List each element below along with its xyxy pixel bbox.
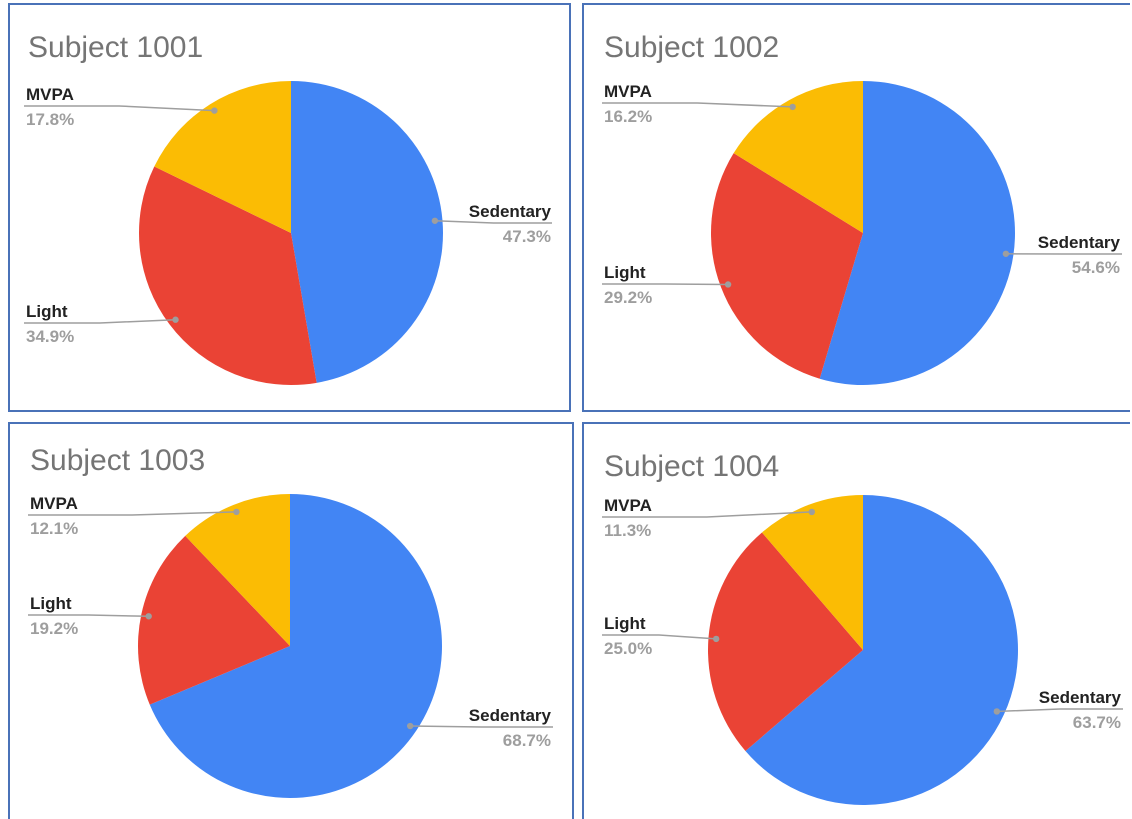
slice-label-name: Sedentary — [1038, 233, 1121, 252]
slice-label-name: Light — [604, 614, 646, 633]
leader-dot — [431, 217, 439, 224]
leader-line — [28, 614, 149, 618]
slice-label-name: MVPA — [604, 82, 652, 101]
leader-line — [24, 105, 215, 112]
slice-label-value: 47.3% — [503, 227, 551, 246]
slice-label-name: Sedentary — [469, 706, 552, 725]
slice-label-name: MVPA — [26, 85, 74, 104]
pie-slice-sedentary — [745, 495, 1018, 805]
pie-slice-light — [711, 153, 863, 379]
pie-slice-sedentary — [291, 81, 444, 383]
slice-label-value: 63.7% — [1073, 713, 1121, 732]
pie-slice-mvpa — [154, 81, 291, 233]
pie-chart: Subject 1002 Sedentary 54.6% Light 29.2% MVP… — [602, 31, 1122, 385]
chart-title: Subject 1004 — [604, 450, 779, 483]
leader-dot — [1002, 250, 1010, 257]
pie-slice-light — [137, 535, 290, 705]
pie-slice-mvpa — [733, 81, 863, 233]
slice-label-value: 54.6% — [1072, 258, 1120, 277]
leader-dot — [406, 722, 414, 730]
pie-labels: Sedentary 47.3% Light 34.9% MVPA 17.8% — [24, 85, 552, 346]
chart-panel-subject-1001: Subject 1001 Sedentary 47.3% Light 34.9% MVP… — [8, 3, 571, 412]
pie-slices — [137, 494, 443, 798]
slice-label-value: 29.2% — [604, 288, 652, 307]
pie-slice-sedentary — [819, 81, 1015, 385]
pie-slice-light — [139, 166, 317, 385]
chart-panel-subject-1003: Subject 1003 Sedentary 68.7% Light 19.2% MVP… — [8, 422, 574, 819]
slice-label-name: MVPA — [604, 496, 652, 515]
slice-label-name: MVPA — [30, 494, 78, 513]
leader-line — [434, 220, 552, 224]
leader-line — [602, 102, 793, 108]
slice-label-value: 25.0% — [604, 639, 652, 658]
slice-label-value: 19.2% — [30, 619, 78, 638]
slice-label-name: Light — [26, 302, 68, 321]
leader-line — [410, 725, 553, 728]
pie-slice-light — [708, 532, 863, 752]
leader-line — [602, 634, 717, 640]
pie-slice-sedentary — [149, 494, 443, 798]
leader-line — [28, 511, 237, 516]
leader-dot — [712, 635, 720, 643]
pie-chart: Subject 1003 Sedentary 68.7% Light 19.2% MVP… — [28, 444, 553, 798]
slice-label-value: 34.9% — [26, 327, 74, 346]
pie-chart: Subject 1001 Sedentary 47.3% Light 34.9% MVP… — [24, 31, 552, 385]
pie-labels: Sedentary 54.6% Light 29.2% MVPA 16.2% — [602, 82, 1122, 307]
leader-dot — [233, 508, 240, 516]
chart-title: Subject 1003 — [30, 444, 205, 477]
slice-label-name: Sedentary — [1039, 688, 1122, 707]
pie-labels: Sedentary 63.7% Light 25.0% MVPA 11.3% — [602, 496, 1123, 732]
chart-panel-subject-1004: Subject 1004 Sedentary 63.7% Light 25.0% MVP… — [582, 422, 1130, 819]
leader-line — [996, 708, 1123, 713]
slice-label-value: 68.7% — [503, 731, 551, 750]
pie-chart: Subject 1004 Sedentary 63.7% Light 25.0% MVP… — [602, 450, 1123, 805]
slice-label-name: Sedentary — [469, 202, 552, 221]
chart-title: Subject 1002 — [604, 31, 779, 64]
pie-slice-mvpa — [185, 494, 290, 646]
slice-label-value: 12.1% — [30, 519, 78, 538]
leader-line — [24, 318, 176, 324]
pie-slices — [711, 81, 1015, 385]
chart-panel-subject-1002: Subject 1002 Sedentary 54.6% Light 29.2% MVP… — [582, 3, 1130, 412]
pie-slices — [139, 81, 444, 385]
slice-label-name: Light — [604, 263, 646, 282]
slice-label-value: 11.3% — [604, 521, 651, 540]
chart-title: Subject 1001 — [28, 31, 203, 64]
leader-line — [602, 511, 812, 518]
leader-dot — [789, 103, 796, 111]
pie-slice-mvpa — [761, 495, 863, 650]
slice-label-name: Light — [30, 594, 72, 613]
leader-dot — [724, 281, 732, 288]
slice-label-value: 17.8% — [26, 110, 74, 129]
pie-labels: Sedentary 68.7% Light 19.2% MVPA 12.1% — [28, 494, 553, 750]
pie-slices — [708, 495, 1018, 805]
slice-label-value: 16.2% — [604, 107, 652, 126]
